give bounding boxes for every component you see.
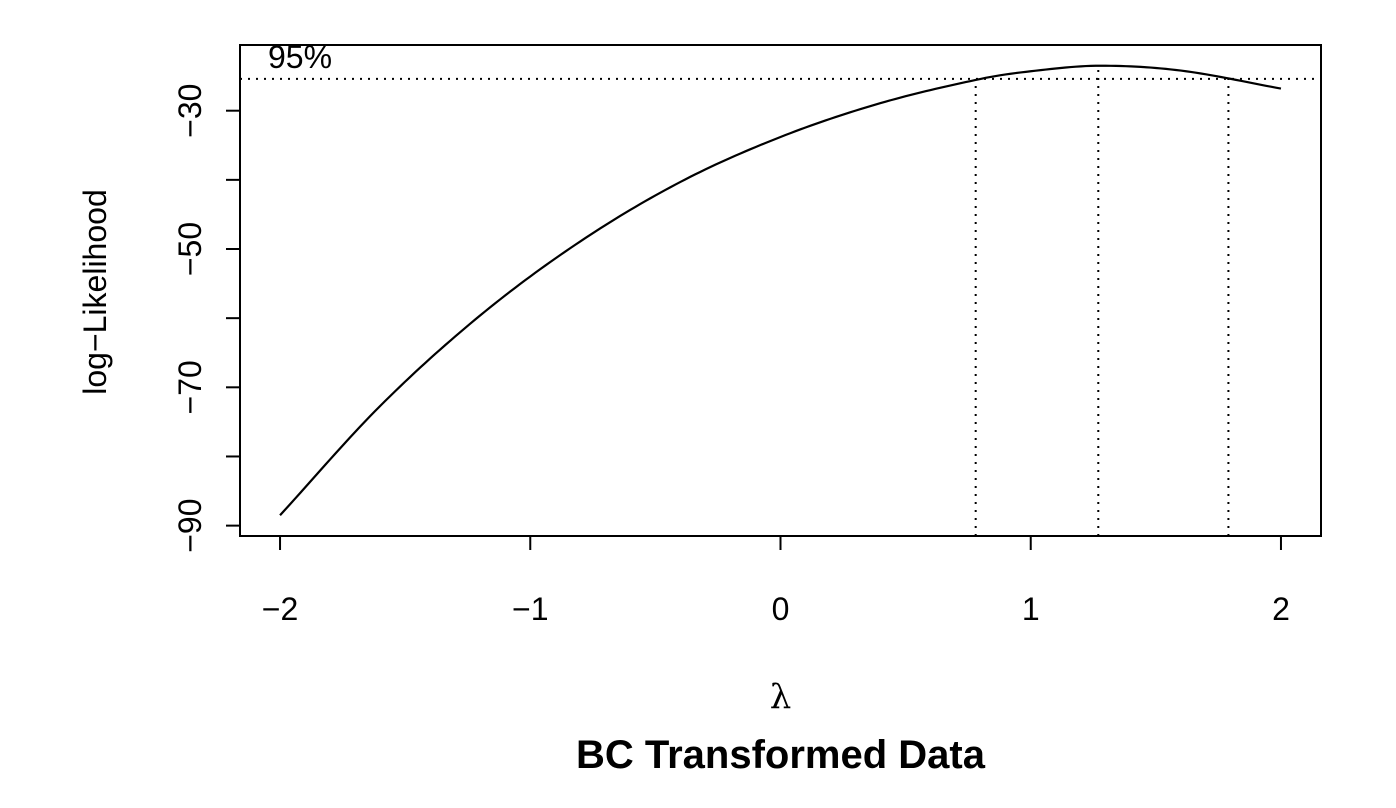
- y-axis-title: log−Likelihood: [77, 189, 113, 395]
- ci-label: 95%: [268, 39, 332, 75]
- y-tick-label: −50: [172, 222, 208, 276]
- x-tick-label: 2: [1272, 591, 1290, 627]
- x-axis: −2 −1 0 1 2: [262, 535, 1290, 627]
- plot-frame: [239, 44, 1322, 537]
- x-tick-label: 1: [1022, 591, 1040, 627]
- x-tick-label: 0: [772, 591, 790, 627]
- log-likelihood-curve: [279, 64, 1282, 516]
- y-axis: −90 −70 −50 −30: [172, 84, 241, 553]
- y-tick-label: −70: [172, 360, 208, 414]
- x-tick-label: −1: [512, 591, 548, 627]
- y-tick-label: −90: [172, 498, 208, 552]
- y-tick-label: −30: [172, 84, 208, 138]
- x-axis-title: λ: [770, 677, 792, 717]
- x-tick-label: −2: [262, 591, 298, 627]
- chart-title: BC Transformed Data: [576, 733, 986, 777]
